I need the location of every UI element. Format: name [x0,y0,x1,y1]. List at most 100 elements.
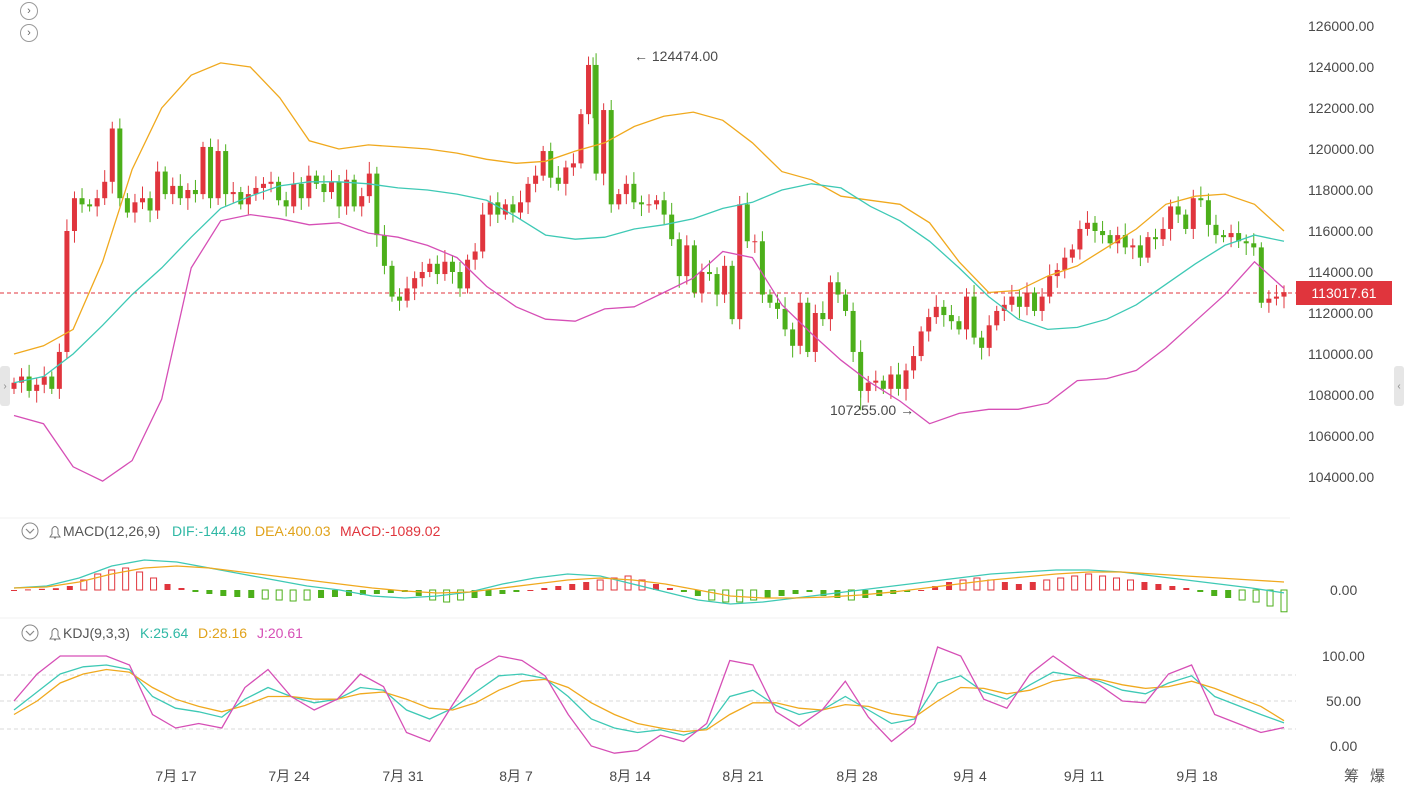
candle-body [684,245,690,277]
candle-body [313,175,319,184]
x-tick-label: 7月 24 [268,768,309,784]
candle-body [170,185,176,195]
candle-body [1092,222,1098,231]
candle-body [465,259,471,289]
forward-button[interactable]: › [20,2,38,20]
candle-body [109,128,115,182]
price-tick-label: 126000.00 [1308,18,1374,34]
candle-body [1100,231,1106,236]
candle-body [1145,237,1151,258]
left-panel-handle[interactable]: › [0,366,10,406]
macd-histogram-bar [750,589,758,601]
candle-body [1183,214,1189,229]
candle-body [1152,237,1158,240]
candle-body [502,204,508,215]
candle-body [1009,296,1015,305]
kdj-k: K:25.64 [140,625,188,641]
macd-histogram-bar [415,590,422,596]
macd-histogram-bar [1197,590,1204,592]
bell-icon[interactable] [49,526,61,539]
right-panel-handle[interactable]: ‹ [1394,366,1404,406]
collapse-icon[interactable] [21,522,39,540]
candle-body [1251,243,1257,248]
macd-histogram-bar [680,590,687,592]
candle-body [404,288,410,301]
candle-body [782,308,788,330]
candle-body [948,315,954,322]
macd-histogram-bar [248,590,255,598]
macd-histogram-bar [94,573,102,591]
candle-body [525,183,531,203]
candle-body [586,64,592,115]
x-axis: 7月 17 7月 24 7月 31 8月 7 8月 14 8月 21 8月 28 9月 4 9月… [155,768,1217,784]
candle-body [366,173,372,197]
candle-body [487,202,493,215]
macd-histogram-bar [261,589,269,600]
candle-body [223,151,229,195]
macd-histogram-bar [932,586,939,590]
macd-histogram-bar [764,590,771,598]
liquidation-button[interactable]: 爆 [1370,768,1386,785]
candle-body [1039,296,1045,311]
candle-body [1047,276,1053,297]
chip-distribution-button[interactable]: 筹 [1344,768,1360,785]
x-tick-label: 9月 18 [1176,768,1217,784]
macd-histogram-bar [178,588,185,590]
x-tick-label: 8月 28 [836,768,877,784]
candle-body [427,263,433,272]
macd-histogram-bar [318,590,325,598]
candle-body [1137,245,1143,258]
price-axis: 126000.00 124000.00 122000.00 120000.00 1180… [1308,18,1374,485]
x-tick-label: 9月 11 [1064,768,1104,784]
price-tick-label: 120000.00 [1308,141,1374,157]
price-tick-label: 106000.00 [1308,428,1374,444]
macd-histogram-bar [1029,582,1036,590]
candle-body [510,204,516,213]
bell-icon[interactable] [49,628,61,641]
macd-histogram-bar [429,589,437,601]
candle-body [1016,296,1022,307]
candle-body [1190,198,1196,229]
candle-body [676,239,682,277]
bollinger-upper-line [13,62,1285,355]
bollinger-lower-line [13,213,1285,482]
macd-histogram-bar [289,589,297,602]
x-tick-label: 8月 21 [722,768,763,784]
candle-body [1107,235,1113,244]
candle-body [1236,233,1242,242]
macd-histogram-bar [904,590,911,592]
candle-body [593,64,599,174]
macd-histogram-bar [959,579,967,591]
macd-histogram-bar [220,590,227,596]
macd-histogram-bar [373,590,380,594]
candle-body [162,171,168,195]
candle-body [124,198,130,213]
candle-body [578,114,584,164]
candle-body [540,151,546,176]
collapse-icon[interactable] [21,624,39,642]
candle-body [880,380,886,389]
macd-histogram-bar [596,579,604,591]
macd-histogram-bar [331,590,338,597]
macd-histogram-bar [485,590,492,596]
low-price-annotation: 107255.00 → [830,402,914,418]
candle-body [1069,249,1075,258]
candle-body [1077,228,1083,250]
macd-dea-line [13,565,1285,599]
macd-histogram-bar [1252,589,1260,603]
forward-button[interactable]: › [20,24,38,42]
candle-body [820,313,826,320]
candle-body [260,183,266,188]
candle-body [1266,298,1272,303]
candle-body [843,294,849,311]
candle-body [19,376,25,383]
macd-histogram-bar [471,590,478,598]
candle-body [941,306,947,316]
macd-histogram-bar [555,586,562,590]
candle-body [926,317,932,332]
macd-histogram-bar [234,590,241,597]
chevron-left-icon: ‹ [1397,380,1401,392]
candle-body [94,198,100,207]
candle-body [192,190,198,195]
